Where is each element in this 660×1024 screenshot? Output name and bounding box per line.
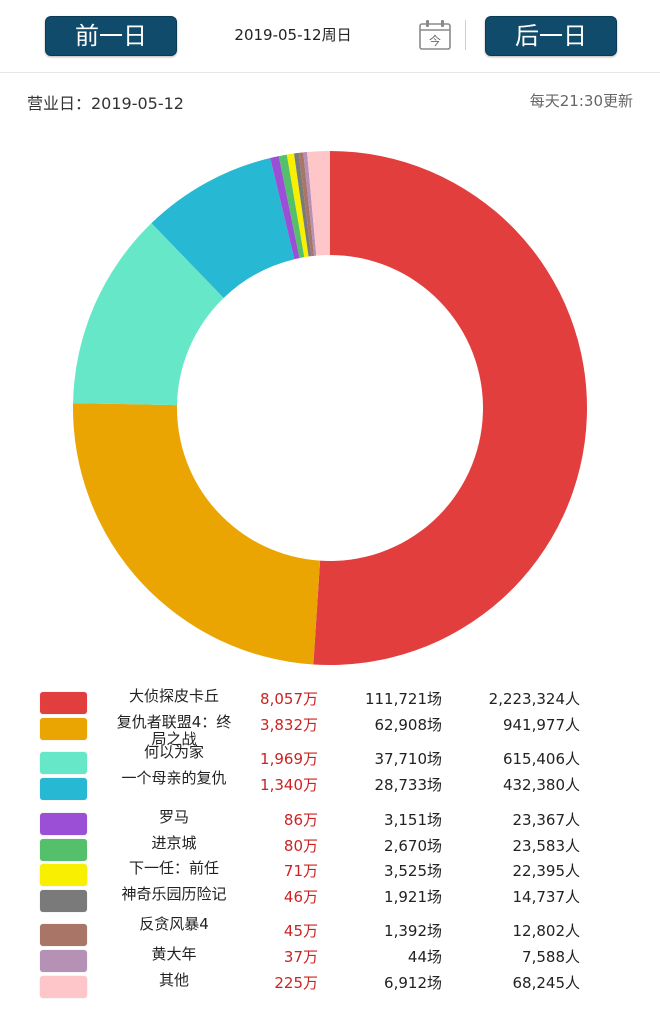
business-day: 营业日：2019-05-12 (27, 94, 184, 113)
table-row: 进京城 80万 2,670场 23,583人 (0, 835, 660, 861)
update-note: 每天21:30更新 (529, 92, 633, 110)
show-count: 28,733场 (374, 776, 443, 794)
legend-swatch (40, 692, 87, 714)
show-count: 1,921场 (384, 888, 442, 906)
box-office-revenue: 8,057万 (260, 690, 318, 708)
show-count: 111,721场 (364, 690, 442, 708)
donut-slice-8 (294, 152, 312, 257)
donut-slice-4 (151, 158, 295, 298)
box-office-revenue: 46万 (283, 888, 318, 906)
film-name: 其他 (158, 971, 189, 989)
audience-count: 23,367人 (512, 811, 581, 829)
donut-slice-5 (270, 156, 300, 260)
show-count: 44场 (407, 948, 442, 966)
table-row: 黄大年 37万 44场 7,588人 (0, 946, 660, 972)
table-row: 神奇乐园历险记 46万 1,921场 14,737人 (0, 886, 660, 912)
legend-swatch (40, 752, 87, 774)
show-count: 2,670场 (384, 837, 442, 855)
legend-swatch (40, 718, 87, 740)
audience-count: 12,802人 (512, 922, 581, 940)
current-date: 2019-05-12周日 (234, 26, 352, 44)
audience-count: 2,223,324人 (488, 690, 580, 708)
donut-chart (73, 151, 587, 665)
donut-slice-7 (286, 153, 309, 258)
audience-count: 432,380人 (502, 776, 580, 794)
divider (465, 20, 466, 50)
show-count: 3,525场 (384, 862, 442, 880)
legend-swatch (40, 813, 87, 835)
donut-slice-11 (307, 151, 330, 256)
table-row: 大侦探皮卡丘 8,057万 111,721场 2,223,324人 (0, 688, 660, 714)
show-count: 62,908场 (374, 716, 443, 734)
legend-swatch (40, 950, 87, 972)
calendar-icon[interactable]: 今 (418, 19, 452, 51)
legend-swatch (40, 890, 87, 912)
box-office-revenue: 45万 (283, 922, 318, 940)
film-name: 下一任：前任 (128, 859, 219, 877)
donut-slice-2 (73, 403, 321, 665)
box-office-revenue: 225万 (274, 974, 318, 992)
box-office-revenue: 3,832万 (260, 716, 318, 734)
table-row: 复仇者联盟4：终局之战 3,832万 62,908场 941,977人 (0, 714, 660, 748)
box-office-revenue: 37万 (283, 948, 318, 966)
legend-swatch (40, 778, 87, 800)
box-office-revenue: 1,969万 (260, 750, 318, 768)
box-office-revenue: 1,340万 (260, 776, 318, 794)
table-row: 何以为家 1,969万 37,710场 615,406人 (0, 744, 660, 774)
film-name: 一个母亲的复仇 (121, 769, 227, 787)
show-count: 1,392场 (384, 922, 442, 940)
box-office-revenue: 86万 (283, 811, 318, 829)
calendar-today-char: 今 (429, 33, 441, 48)
table-row: 一个母亲的复仇 1,340万 28,733场 432,380人 (0, 770, 660, 800)
donut-slice-10 (303, 152, 317, 256)
legend-swatch (40, 864, 87, 886)
show-count: 3,151场 (384, 811, 442, 829)
film-name: 罗马 (158, 808, 189, 826)
legend-swatch (40, 976, 87, 998)
audience-count: 615,406人 (502, 750, 580, 768)
film-name: 进京城 (151, 834, 197, 852)
film-name: 反贪风暴4 (139, 915, 209, 933)
film-name: 复仇者联盟4：终局之战 (116, 713, 232, 748)
top-bar: 前一日 2019-05-12周日 今 后一日 (0, 0, 660, 73)
audience-count: 7,588人 (522, 948, 580, 966)
film-name: 大侦探皮卡丘 (128, 687, 219, 705)
legend-swatch (40, 924, 87, 946)
audience-count: 14,737人 (512, 888, 581, 906)
show-count: 6,912场 (384, 974, 442, 992)
table-row: 其他 225万 6,912场 68,245人 (0, 972, 660, 998)
audience-count: 22,395人 (512, 862, 581, 880)
next-day-button[interactable]: 后一日 (485, 16, 617, 56)
donut-slice-1 (313, 151, 587, 665)
audience-count: 23,583人 (512, 837, 581, 855)
donut-slice-6 (278, 154, 305, 259)
table-row: 反贪风暴4 45万 1,392场 12,802人 (0, 916, 660, 946)
donut-slice-3 (73, 223, 224, 406)
table-row: 罗马 86万 3,151场 23,367人 (0, 809, 660, 835)
prev-day-button[interactable]: 前一日 (45, 16, 177, 56)
audience-count: 68,245人 (512, 974, 581, 992)
legend-swatch (40, 839, 87, 861)
film-name: 黄大年 (151, 945, 197, 963)
show-count: 37,710场 (374, 750, 443, 768)
box-office-revenue: 71万 (283, 862, 318, 880)
audience-count: 941,977人 (502, 716, 580, 734)
donut-slice-9 (298, 152, 315, 257)
table-row: 下一任：前任 71万 3,525场 22,395人 (0, 860, 660, 886)
box-office-revenue: 80万 (283, 837, 318, 855)
film-name: 何以为家 (143, 743, 204, 761)
film-name: 神奇乐园历险记 (121, 885, 227, 903)
